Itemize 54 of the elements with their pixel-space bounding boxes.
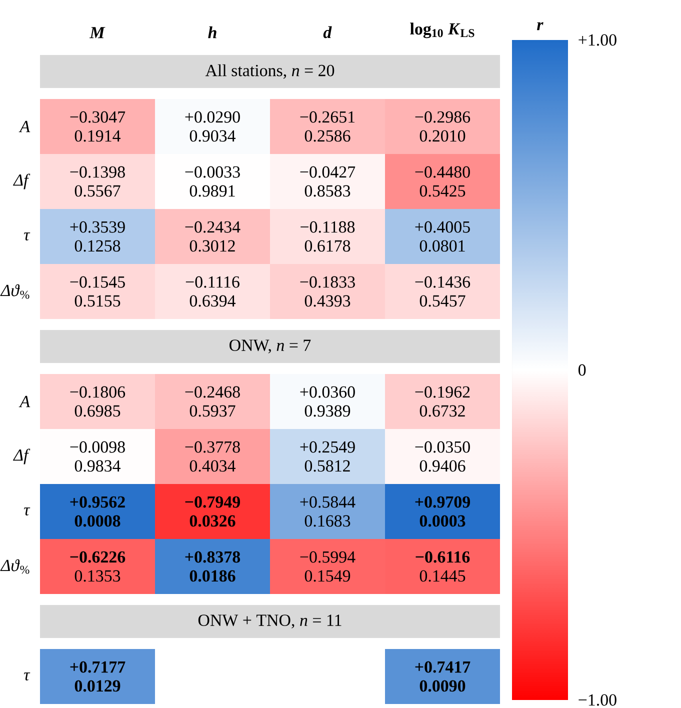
data-label: −0.0098 0.9834 (70, 441, 125, 472)
data-label: −0.4480 0.5425 (415, 166, 470, 197)
data-label: −0.5994 0.1549 (300, 551, 356, 582)
data-label: −0.6226 0.1353 (70, 551, 126, 582)
y-tick-label: ONW + TNO, n = 11 (198, 614, 342, 628)
y-tick-label: Δf (12, 448, 30, 464)
data-label: +0.7177 0.0129 (70, 661, 126, 692)
data-label: −0.1116 0.6394 (186, 276, 240, 307)
data-label: −0.2434 0.3012 (185, 221, 240, 252)
data-label: +0.2549 0.5812 (300, 441, 355, 472)
data-label: −0.1806 0.6985 (70, 386, 126, 417)
data-label: −0.1962 0.6732 (415, 386, 470, 417)
y-tick-label: A (18, 120, 30, 132)
y-tick-label: ONW, n = 7 (230, 340, 311, 354)
data-label: −0.3778 0.4034 (185, 441, 240, 472)
y-tick-label: τ (24, 672, 30, 680)
data-label: +0.3539 0.1258 (70, 221, 125, 252)
x-tick-label: h (208, 26, 216, 38)
y-tick-label: All stations, n = 20 (205, 64, 334, 79)
data-label: −0.0350 0.9406 (415, 441, 470, 472)
data-label: −0.7949 0.0326 (185, 496, 240, 527)
y-tick-label: τ (24, 232, 30, 240)
color-bar-title: r (536, 22, 544, 30)
data-label: −0.3047 0.1914 (70, 111, 126, 142)
y-tick-label: A (18, 396, 30, 408)
x-tick-label: M (90, 27, 106, 38)
data-label: −0.1188 0.6178 (300, 221, 355, 252)
data-label: +0.7417 0.0090 (415, 661, 470, 692)
y-tick-label: Δϑ$_{%}$ (0, 559, 30, 574)
data-label: +0.5844 0.1683 (300, 496, 356, 527)
color-bar-label: +1.00 (578, 34, 616, 46)
data-label: −0.1398 0.5567 (70, 166, 125, 197)
data-label: −0.6116 0.1445 (416, 551, 470, 582)
x-tick-label: d (323, 26, 332, 38)
color-bar-label: −1.00 (578, 694, 616, 706)
data-label: −0.0033 0.9891 (185, 166, 240, 197)
data-label: −0.2468 0.5937 (185, 386, 240, 417)
y-tick-label: Δϑ$_{%}$ (0, 284, 30, 299)
x-tick-label: log$_{10}$ K$_{LS}$ (410, 22, 474, 38)
color-bar-label: 0 (578, 364, 586, 376)
data-label: −0.1545 0.5155 (70, 276, 125, 307)
data-label: −0.2651 0.2586 (300, 111, 355, 142)
data-label: +0.0290 0.9034 (185, 111, 240, 142)
data-label: +0.4005 0.0801 (415, 221, 470, 252)
data-label: +0.0360 0.9389 (300, 386, 355, 417)
data-label: −0.1436 0.5457 (415, 276, 470, 307)
data-label: +0.9709 0.0003 (415, 496, 470, 527)
data-label: −0.0427 0.8583 (300, 166, 356, 197)
data-label: −0.1833 0.4393 (300, 276, 355, 307)
data-label: −0.2986 0.2010 (415, 111, 470, 142)
y-tick-label: Δf (12, 174, 30, 190)
data-label: +0.9562 0.0008 (70, 496, 125, 527)
data-label: +0.8378 0.0186 (185, 551, 240, 582)
y-tick-label: τ (24, 508, 30, 516)
